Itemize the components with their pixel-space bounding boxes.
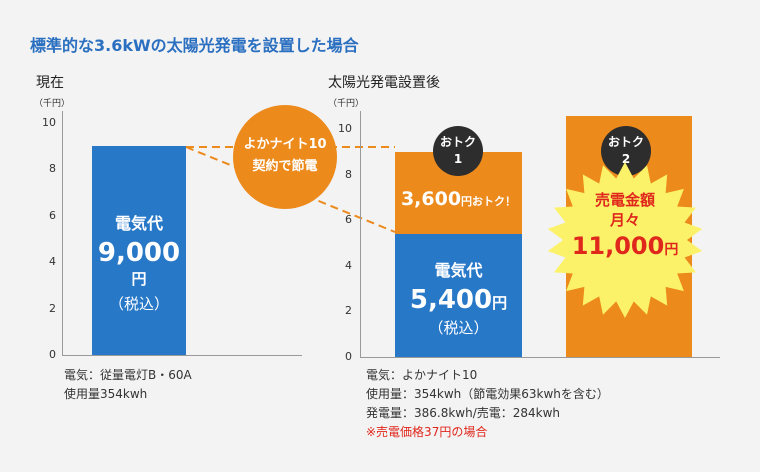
right-bar-label-group: 電気代 5,400円 （税込） <box>395 257 522 338</box>
right-panel-title: 太陽光発電設置後 <box>328 75 440 91</box>
left-bar-label: 電気代 <box>114 214 163 233</box>
savings-label: 3,600円おトク！ <box>395 188 522 210</box>
left-x-axis-line <box>62 355 302 356</box>
connector-circle: よかナイト10 契約で節電 <box>233 105 337 209</box>
star-text-group: 売電金額 月々 11,000円 <box>560 190 690 260</box>
right-note-red: ※売電価格37円の場合 <box>366 425 488 439</box>
left-bar-label-group: 電気代 9,000 円 （税込） <box>92 210 186 314</box>
right-bar-tax: （税込） <box>428 319 489 337</box>
right-bar-label: 電気代 <box>434 261 483 280</box>
star-line2: 月々 <box>609 211 640 229</box>
left-bar-yen: 円 <box>131 270 147 288</box>
right-bar-value: 5,400 <box>409 285 493 315</box>
savings-suffix: 円おトク！ <box>461 195 517 208</box>
y-tick-label: 2 <box>345 304 352 318</box>
badge2-line1: おトク <box>607 135 644 149</box>
y-tick-label: 4 <box>49 255 56 269</box>
y-tick-label: 4 <box>345 258 352 272</box>
right-note-3: 発電量：386.8kwh/売電：284kwh <box>366 406 561 420</box>
right-x-axis-line <box>360 357 720 358</box>
y-tick-label: 2 <box>49 301 56 315</box>
right-electricity-bar <box>395 233 522 357</box>
savings-value: 3,600 <box>400 188 462 210</box>
connector-line2: 契約で節電 <box>252 159 318 174</box>
right-unit-label: （千円） <box>328 99 365 109</box>
left-bar-value-row: 9,000 円 <box>92 238 186 289</box>
right-bar-value-row: 5,400円 <box>395 285 522 315</box>
star-value-row: 11,000円 <box>560 232 690 260</box>
y-tick-label: 8 <box>345 167 352 181</box>
left-panel-title: 現在 <box>36 75 64 91</box>
left-note-1: 電気：従量電灯B・60A <box>64 368 192 382</box>
star-value: 11,000 <box>571 232 665 260</box>
left-bar-value: 9,000 <box>97 238 181 268</box>
star-line1: 売電金額 <box>594 191 655 209</box>
badge-otoku-1: おトク 1 <box>433 126 483 176</box>
y-tick-label: 6 <box>49 208 56 222</box>
badge1-line1: おトク <box>439 135 476 149</box>
left-electricity-bar <box>92 146 186 355</box>
right-y-axis-line <box>360 111 361 358</box>
right-notes: 電気：よかナイト10 使用量：354kwh（節電効果63kwhを含む） 発電量：… <box>366 366 609 442</box>
left-unit-label: （千円） <box>34 99 71 109</box>
left-y-axis-line <box>62 111 63 356</box>
y-tick-label: 0 <box>49 348 56 361</box>
star-yen: 円 <box>664 242 679 258</box>
right-bar-yen: 円 <box>492 294 508 312</box>
badge1-line2: 1 <box>453 152 463 166</box>
y-tick-label: 10 <box>338 122 352 135</box>
connector-line1: よかナイト10 <box>243 137 327 152</box>
y-tick-label: 6 <box>345 213 352 227</box>
y-tick-label: 10 <box>42 116 56 129</box>
left-notes: 電気：従量電灯B・60A 使用量354kwh <box>64 366 192 404</box>
y-tick-label: 8 <box>49 162 56 176</box>
page-title: 標準的な3.6kWの太陽光発電を設置した場合 <box>30 36 359 55</box>
y-tick-label: 0 <box>345 350 352 363</box>
left-bar-tax: （税込） <box>108 295 169 313</box>
right-note-1: 電気：よかナイト10 <box>366 368 478 382</box>
starburst <box>547 162 703 318</box>
starburst-shape <box>547 162 703 318</box>
badge2-line2: 2 <box>621 152 631 166</box>
right-note-2: 使用量：354kwh（節電効果63kwhを含む） <box>366 387 609 401</box>
left-note-2: 使用量354kwh <box>64 387 148 401</box>
